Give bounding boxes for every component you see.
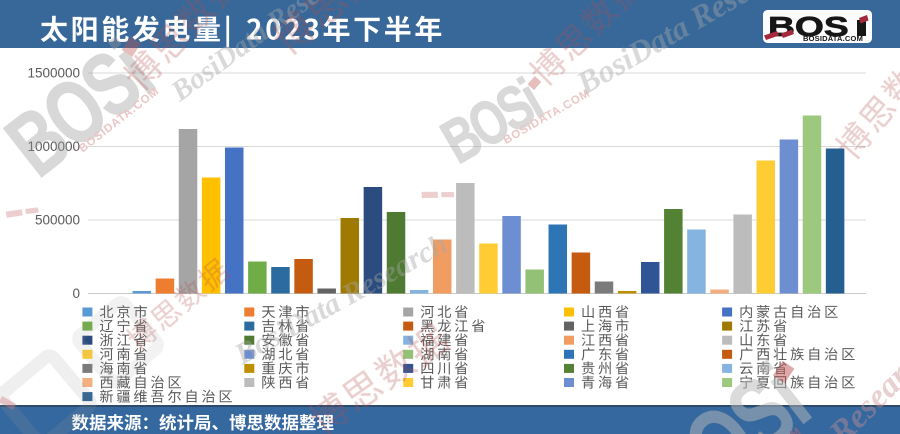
svg-text:BOS: BOS (768, 11, 849, 42)
svg-text:0: 0 (72, 286, 80, 301)
svg-text:1500000: 1500000 (27, 66, 80, 81)
svg-text:1000000: 1000000 (27, 139, 80, 154)
svg-text:BOSIDATA.COM: BOSIDATA.COM (803, 34, 863, 43)
svg-text:500000: 500000 (35, 213, 80, 228)
